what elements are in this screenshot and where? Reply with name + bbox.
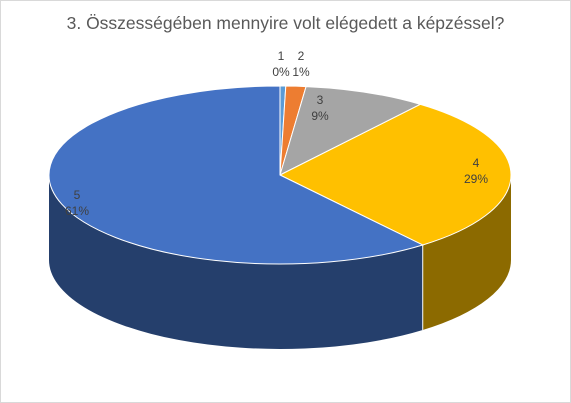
- pie-side-5: [48, 175, 423, 350]
- pie-slice-3[interactable]: [279, 86, 422, 176]
- chart-title: 3. Összességében mennyire volt elégedett…: [66, 13, 505, 33]
- pie-slice-5[interactable]: [48, 85, 425, 265]
- data-label-2: 2 1%: [292, 49, 310, 79]
- data-label-5: 5 61%: [65, 188, 89, 218]
- data-label-4: 4 29%: [464, 156, 488, 186]
- data-label-3: 3 9%: [311, 93, 329, 123]
- pie-side-4: [422, 175, 511, 330]
- data-label-1: 1 0%: [272, 49, 290, 79]
- pie-slice-4[interactable]: [278, 103, 512, 246]
